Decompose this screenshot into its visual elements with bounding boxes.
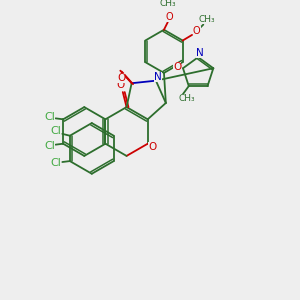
Text: CH₃: CH₃ xyxy=(199,15,215,24)
Text: N: N xyxy=(154,72,162,82)
Text: O: O xyxy=(166,12,173,22)
Text: O: O xyxy=(193,26,201,36)
Text: N: N xyxy=(196,47,204,58)
Text: O: O xyxy=(148,142,157,152)
Text: Cl: Cl xyxy=(50,126,61,136)
Text: Cl: Cl xyxy=(45,141,56,151)
Text: O: O xyxy=(117,73,125,83)
Text: O: O xyxy=(173,62,182,72)
Text: O: O xyxy=(117,80,125,90)
Text: Cl: Cl xyxy=(45,112,56,122)
Text: Cl: Cl xyxy=(50,158,61,168)
Text: CH₃: CH₃ xyxy=(159,0,176,8)
Text: CH₃: CH₃ xyxy=(178,94,195,103)
